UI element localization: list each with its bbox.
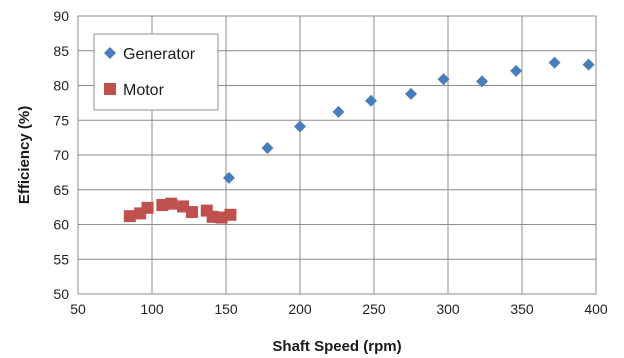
y-tick-label: 65 [53,182,69,198]
motor-point [185,205,198,218]
y-tick-label: 80 [53,78,69,94]
generator-point [405,87,417,100]
generator-point [476,75,489,88]
generator-point [548,56,561,69]
x-tick-label: 250 [362,301,386,317]
legend-label-generator: Generator [123,46,196,63]
x-tick-label: 100 [140,301,164,317]
x-tick-label: 50 [70,301,86,317]
generator-point [437,73,450,86]
x-axis-tick-labels: 50 100 150 200 250 300 350 400 [70,301,608,317]
generator-point [261,142,274,155]
y-tick-label: 50 [53,286,69,302]
data-markers [123,56,595,224]
generator-point [222,171,235,184]
y-tick-label: 60 [53,217,69,233]
motor-point [123,210,136,223]
motor-legend-marker [104,83,116,95]
y-tick-label: 55 [53,251,69,267]
legend-box [93,33,219,111]
y-axis-title: Efficiency (%) [16,106,33,204]
legend-marker-motor [104,83,116,95]
legend-marker-generator [104,47,116,59]
x-tick-label: 200 [288,301,312,317]
legend-label-motor: Motor [123,82,165,99]
x-axis-title: Shaft Speed (rpm) [272,338,401,355]
x-tick-label: 400 [584,301,608,317]
generator-point [332,105,345,118]
motor-point [224,208,237,221]
x-tick-label: 350 [510,301,534,317]
y-tick-label: 70 [53,147,69,163]
generator-point [582,58,595,71]
y-axis-tick-labels: 50 55 60 65 70 75 80 85 90 [53,8,69,302]
motor-point [165,197,178,210]
legend: Generator Motor [93,33,219,111]
generator-point [510,64,523,77]
generator-point [365,94,378,107]
x-tick-label: 150 [214,301,238,317]
y-tick-label: 75 [53,112,69,128]
y-tick-label: 90 [53,8,69,24]
generator-point [294,120,306,133]
generator-legend-marker [104,47,116,59]
y-tick-label: 85 [53,43,69,59]
x-tick-label: 300 [436,301,460,317]
motor-point [141,201,154,214]
